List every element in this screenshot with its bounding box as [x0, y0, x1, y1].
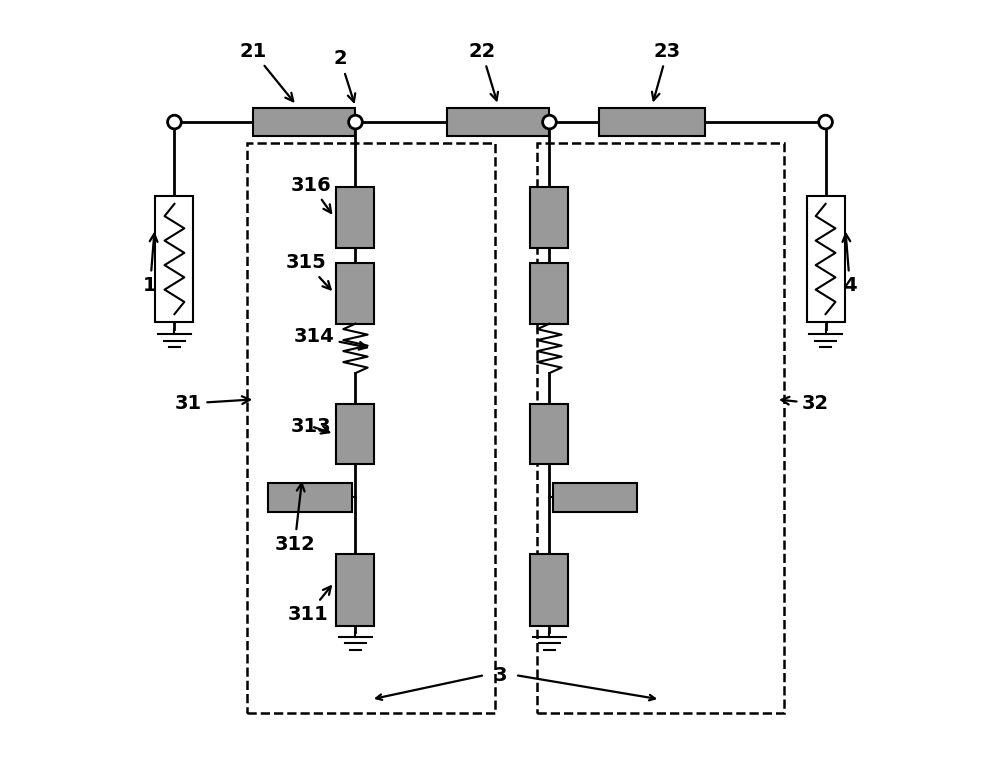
Bar: [253, 108, 355, 136]
Text: 2: 2: [333, 49, 355, 102]
Bar: [553, 483, 637, 511]
Bar: [155, 196, 193, 321]
Text: 314: 314: [293, 327, 367, 350]
Text: 21: 21: [239, 42, 293, 102]
Bar: [530, 554, 568, 626]
Text: 23: 23: [652, 42, 681, 100]
Text: 311: 311: [288, 587, 331, 624]
Bar: [247, 142, 495, 713]
Bar: [268, 483, 352, 511]
Text: 315: 315: [286, 253, 331, 289]
Circle shape: [543, 115, 556, 129]
Bar: [530, 187, 568, 248]
Bar: [599, 108, 705, 136]
Text: 4: 4: [843, 234, 857, 295]
Text: 1: 1: [143, 234, 157, 295]
Circle shape: [349, 115, 362, 129]
Text: 22: 22: [468, 42, 498, 100]
Bar: [530, 404, 568, 464]
Text: 312: 312: [274, 483, 315, 554]
Text: 316: 316: [291, 175, 332, 213]
Text: 313: 313: [291, 417, 332, 436]
Bar: [336, 404, 374, 464]
Bar: [530, 263, 568, 324]
Bar: [336, 187, 374, 248]
Bar: [336, 554, 374, 626]
Text: 3: 3: [493, 666, 507, 684]
Bar: [807, 196, 845, 321]
Bar: [537, 142, 784, 713]
Text: 31: 31: [175, 394, 250, 413]
Bar: [447, 108, 549, 136]
Text: 32: 32: [781, 394, 829, 413]
Circle shape: [168, 115, 181, 129]
Bar: [336, 263, 374, 324]
Circle shape: [819, 115, 832, 129]
